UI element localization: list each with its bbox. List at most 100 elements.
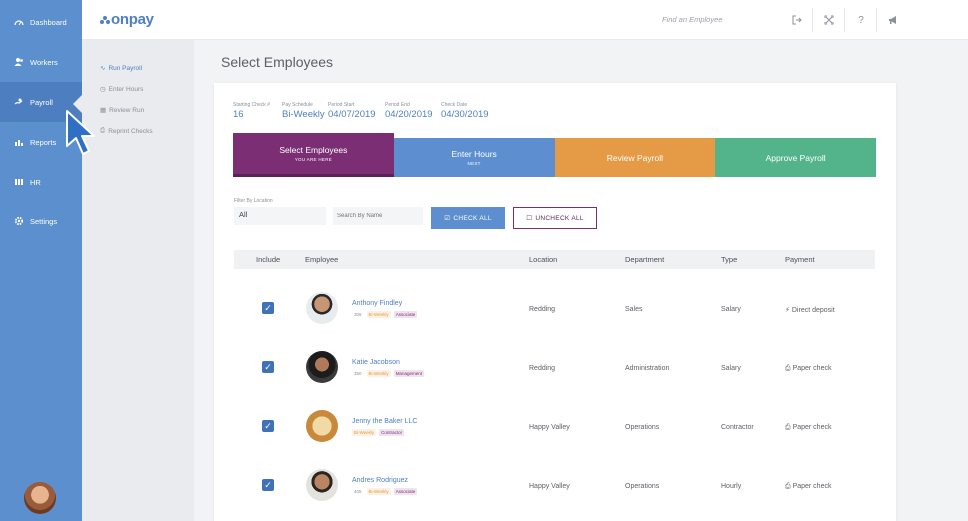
employee-avatar xyxy=(306,469,338,501)
mouse-cursor-icon xyxy=(66,110,95,155)
subnav-item-reprint-checks[interactable]: ⎙ Reprint Checks xyxy=(100,127,153,135)
nav-item-dashboard[interactable]: Dashboard xyxy=(0,2,82,42)
nav-item-payroll[interactable]: Payroll xyxy=(0,82,82,122)
column-header-payment: Payment xyxy=(785,255,815,264)
meta-label: Pay Schedule xyxy=(282,102,313,108)
table-row[interactable]: ✓ Jenny the Baker LLC Bi-Weekly Contract… xyxy=(234,397,875,456)
role-badge: Associate xyxy=(393,488,418,495)
help-icon[interactable]: ? xyxy=(858,14,864,26)
nav-item-hr[interactable]: HR xyxy=(0,162,82,202)
role-badge: Associate xyxy=(393,311,418,318)
employee-avatar xyxy=(306,351,338,383)
uncheck-all-button[interactable]: ☐ UNCHECK ALL xyxy=(513,207,597,229)
subnav-item-review-run[interactable]: ▦ Review Run xyxy=(100,106,144,115)
payroll-icon xyxy=(14,97,24,107)
include-checkbox[interactable]: ✓ xyxy=(262,420,274,432)
meta-value: 04/07/2019 xyxy=(328,109,376,120)
step-subtitle: NEXT xyxy=(467,161,481,166)
step-title: Enter Hours xyxy=(451,149,497,159)
nav-item-reports[interactable]: Reports xyxy=(0,122,82,162)
onpay-logo[interactable]: onpay xyxy=(100,11,154,28)
payment-label: Paper check xyxy=(792,424,832,431)
meta-value: Bi-Weekly xyxy=(282,109,325,120)
department-cell: Operations xyxy=(625,483,660,490)
table-row[interactable]: ✓ Andres Rodriguez 405 Bi-Weekly Associa… xyxy=(234,456,875,515)
user-avatar[interactable] xyxy=(24,482,56,514)
table-row[interactable]: ✓ Katie Jacobson 350 Bi-Weekly Managemen… xyxy=(234,338,875,397)
employee-name[interactable]: Jenny the Baker LLC xyxy=(352,418,418,425)
employee-tags: Bi-Weekly Contractor xyxy=(352,429,405,436)
table-row[interactable]: ✓ Anthony Findley 306 Bi-Weekly Associat… xyxy=(234,279,875,338)
column-header-include: Include xyxy=(256,255,281,264)
printer-icon: ⎙ xyxy=(785,483,791,490)
include-checkbox[interactable]: ✓ xyxy=(262,479,274,491)
workers-icon xyxy=(14,57,24,67)
find-employee-search[interactable]: Find an Employee xyxy=(662,15,723,24)
reports-icon xyxy=(14,137,24,147)
checkbox-empty-icon: ☐ xyxy=(526,215,533,222)
employee-number: 350 xyxy=(354,371,362,376)
type-cell: Salary xyxy=(721,365,741,372)
include-checkbox[interactable]: ✓ xyxy=(262,302,274,314)
step-title: Select Employees xyxy=(279,145,348,155)
include-checkbox[interactable]: ✓ xyxy=(262,361,274,373)
step-enter-hours[interactable]: Enter Hours NEXT xyxy=(393,138,555,177)
location-cell: Happy Valley xyxy=(529,483,570,490)
dashboard-icon xyxy=(14,17,24,27)
divider xyxy=(844,8,845,32)
button-label: CHECK ALL xyxy=(453,214,492,222)
nav-item-settings[interactable]: Settings xyxy=(0,201,82,241)
employee-tags: 306 Bi-Weekly Associate xyxy=(352,311,418,318)
divider xyxy=(812,8,813,32)
logo-mark-icon xyxy=(100,16,110,24)
location-cell: Redding xyxy=(529,306,556,313)
top-bar: onpay Find an Employee ? xyxy=(82,0,968,40)
employee-number: 306 xyxy=(354,312,362,317)
location-select[interactable]: All xyxy=(234,207,326,225)
department-cell: Sales xyxy=(625,306,643,313)
column-header-location: Location xyxy=(529,255,558,264)
employee-tags: 405 Bi-Weekly Associate xyxy=(352,488,418,495)
nav-item-workers[interactable]: Workers xyxy=(0,42,82,82)
payment-cell: ⎙ Paper check xyxy=(785,483,831,491)
active-nav-pointer xyxy=(73,95,82,113)
payment-cell: ⚡︎ Direct deposit xyxy=(785,306,835,314)
nav-label: HR xyxy=(30,177,41,187)
pay-frequency-badge: Bi-Weekly xyxy=(366,488,391,495)
payment-cell: ⎙ Paper check xyxy=(785,424,831,432)
meta-period-start: Period Start 04/07/2019 xyxy=(328,102,376,120)
employee-number: 405 xyxy=(354,489,362,494)
pay-frequency-badge: Bi-Weekly xyxy=(366,370,391,377)
meta-label: Starting Check # xyxy=(233,102,270,108)
nav-label: Workers xyxy=(30,57,58,67)
step-approve-payroll[interactable]: Approve Payroll xyxy=(715,138,876,177)
meta-label: Period End xyxy=(385,102,410,108)
check-all-button[interactable]: ☑ CHECK ALL xyxy=(431,207,505,229)
subnav-item-run-payroll[interactable]: ∿ Run Payroll xyxy=(100,64,142,73)
step-select-employees[interactable]: Select Employees YOU ARE HERE xyxy=(233,133,394,177)
settings-icon xyxy=(14,216,24,226)
subnav-item-enter-hours[interactable]: ◷ Enter Hours xyxy=(100,85,143,94)
employee-name[interactable]: Katie Jacobson xyxy=(352,359,400,366)
location-cell: Redding xyxy=(529,365,556,372)
announcements-icon[interactable] xyxy=(886,13,900,27)
column-header-employee: Employee xyxy=(305,255,339,264)
meta-period-end: Period End 04/20/2019 xyxy=(385,102,433,120)
logout-icon[interactable] xyxy=(790,13,804,27)
fullscreen-icon[interactable] xyxy=(822,13,836,27)
employee-tags: 350 Bi-Weekly Management xyxy=(352,370,424,377)
type-cell: Salary xyxy=(721,306,741,313)
employee-name[interactable]: Andres Rodriguez xyxy=(352,477,409,484)
column-header-type: Type xyxy=(721,255,738,264)
pay-frequency-badge: Bi-Weekly xyxy=(352,429,377,436)
nav-label: Payroll xyxy=(30,97,53,107)
employee-name[interactable]: Anthony Findley xyxy=(352,300,403,307)
step-review-payroll[interactable]: Review Payroll xyxy=(554,138,716,177)
logo-text: onpay xyxy=(111,11,154,28)
review-icon: ▦ xyxy=(100,107,107,114)
role-badge: Management xyxy=(393,370,424,377)
clock-icon: ◷ xyxy=(100,86,106,93)
payment-label: Paper check xyxy=(792,483,832,490)
step-title: Approve Payroll xyxy=(765,152,826,163)
search-by-name-input[interactable] xyxy=(333,207,423,225)
